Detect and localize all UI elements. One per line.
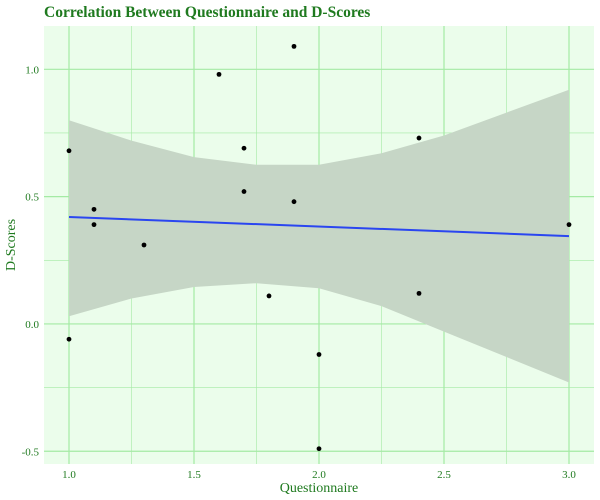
data-point	[266, 293, 272, 299]
data-points	[66, 43, 572, 452]
confidence-band	[69, 89, 569, 383]
data-point	[241, 145, 247, 151]
y-tick-label: 0.0	[25, 319, 39, 331]
data-point	[316, 446, 322, 452]
data-point	[291, 199, 297, 205]
data-point	[66, 336, 72, 342]
x-tick-label: 3.0	[562, 469, 576, 481]
x-tick-label: 2.5	[437, 469, 451, 481]
fit-line	[68, 215, 570, 238]
y-axis-ticks: -0.5 0.0 0.5 1.0	[22, 64, 40, 458]
data-point	[416, 290, 422, 296]
x-tick-label: 1.5	[187, 469, 201, 481]
data-point	[141, 242, 147, 248]
x-axis-ticks: 1.0 1.5 2.0 2.5 3.0	[62, 469, 576, 481]
data-point	[316, 352, 322, 357]
x-axis-title: Questionnaire	[280, 481, 359, 496]
data-point	[91, 222, 97, 228]
y-axis-title: D-Scores	[4, 219, 19, 271]
data-point	[241, 189, 247, 194]
data-point	[216, 71, 222, 77]
y-tick-label: 1.0	[25, 64, 39, 76]
data-point	[416, 135, 422, 141]
data-point	[291, 43, 297, 49]
data-point	[91, 206, 97, 212]
x-tick-label: 2.0	[312, 469, 326, 481]
data-point	[566, 222, 572, 228]
y-tick-label: 0.5	[25, 192, 39, 204]
data-point	[66, 148, 72, 154]
x-tick-label: 1.0	[62, 469, 76, 481]
y-tick-label: -0.5	[22, 446, 40, 458]
chart-title: Correlation Between Questionnaire and D-…	[44, 4, 370, 21]
